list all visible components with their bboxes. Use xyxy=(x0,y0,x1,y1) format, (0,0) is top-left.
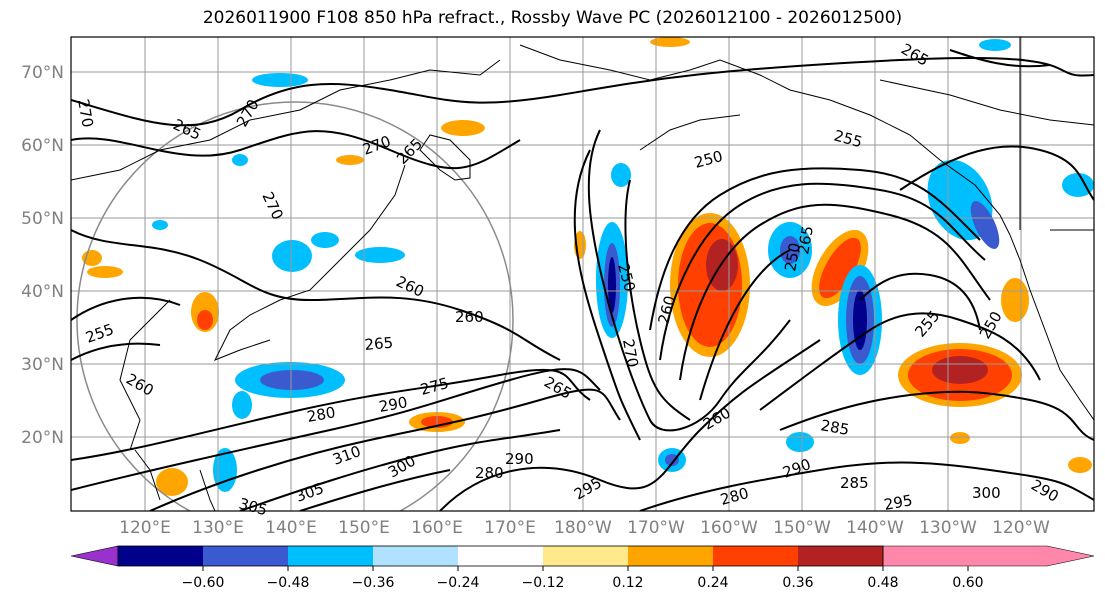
lat-label: 60°N xyxy=(21,136,64,156)
anomaly-shading xyxy=(82,37,1094,496)
lat-label: 50°N xyxy=(21,209,64,229)
colorbar-segment xyxy=(458,546,543,566)
map-frame xyxy=(70,36,1095,512)
contour-label: 285 xyxy=(840,474,869,492)
colorbar-tick-label: 0.36 xyxy=(782,575,814,591)
colorbar-segment xyxy=(203,546,288,566)
contour-label: 265 xyxy=(364,334,394,354)
colorbar-extend-low xyxy=(70,545,119,567)
lon-label: 120°E xyxy=(119,518,171,538)
contour-label: 290 xyxy=(378,393,409,416)
contour-label: 280 xyxy=(306,403,337,426)
contours xyxy=(71,49,1094,511)
contour-label: 270 xyxy=(74,98,97,129)
contour-label: 290 xyxy=(505,450,534,468)
colorbar-segment xyxy=(373,546,458,566)
colorbar-tick-label: 0.60 xyxy=(952,575,984,591)
colorbar-segment xyxy=(288,546,373,566)
colorbar-segment xyxy=(628,546,713,566)
map-title: 2026011900 F108 850 hPa refract., Rossby… xyxy=(202,8,903,28)
lon-label: 160°W xyxy=(700,518,758,538)
colorbar-segment xyxy=(798,546,883,566)
lon-label: 130°E xyxy=(192,518,244,538)
colorbar-extend-high xyxy=(882,545,1095,567)
graticule xyxy=(71,37,1094,511)
colorbar-segment xyxy=(713,546,798,566)
lon-label: 160°E xyxy=(411,518,463,538)
colorbar-tick-label: −0.12 xyxy=(521,575,565,591)
lon-label: 180°W xyxy=(554,518,612,538)
lon-label: 170°E xyxy=(484,518,536,538)
colorbar-segment xyxy=(543,546,628,566)
contour-label: 300 xyxy=(972,484,1001,502)
lon-label: 150°W xyxy=(773,518,831,538)
colorbar-tick-label: −0.24 xyxy=(436,575,480,591)
lat-label: 30°N xyxy=(21,355,64,375)
colorbar-segment xyxy=(118,546,203,566)
lat-label: 70°N xyxy=(21,63,64,83)
lon-label: 140°E xyxy=(265,518,317,538)
region-circle xyxy=(76,101,514,511)
contour-label: 260 xyxy=(455,308,484,326)
lon-label: 120°W xyxy=(992,518,1050,538)
colorbar-tick-label: 0.48 xyxy=(867,575,899,591)
colorbar-tick-label: −0.48 xyxy=(266,575,310,591)
contour-label: 295 xyxy=(883,491,914,514)
coastlines xyxy=(71,37,1094,511)
colorbar-tick-label: 0.12 xyxy=(612,575,644,591)
colorbar xyxy=(70,545,1095,571)
contour-label: 280 xyxy=(475,464,504,482)
lon-label: 150°E xyxy=(338,518,390,538)
contour-label: 285 xyxy=(819,416,850,439)
colorbar-tick-label: −0.36 xyxy=(351,575,395,591)
contour-label: 265 xyxy=(794,224,817,255)
contour-label: 250 xyxy=(781,241,804,272)
colorbar-tick-label: 0.24 xyxy=(697,575,729,591)
lon-label: 140°W xyxy=(846,518,904,538)
lon-label: 130°W xyxy=(919,518,977,538)
lat-label: 40°N xyxy=(21,282,64,302)
colorbar-tick-label: −0.60 xyxy=(181,575,225,591)
contour-label: 270 xyxy=(619,338,642,369)
map-content xyxy=(71,37,1094,511)
lat-label: 20°N xyxy=(21,428,64,448)
lon-label: 170°W xyxy=(627,518,685,538)
